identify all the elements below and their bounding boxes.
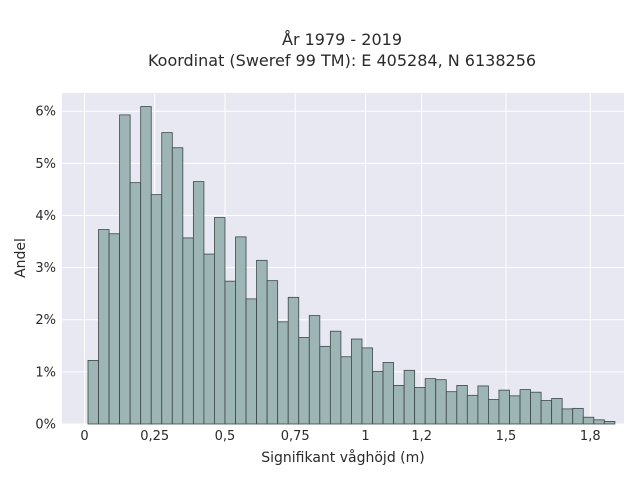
y-tick-label: 0% <box>35 418 56 433</box>
x-axis-label: Signifikant våghöjd (m) <box>261 449 424 466</box>
histogram-bar <box>214 217 226 425</box>
histogram-bar <box>572 407 584 425</box>
histogram-bar <box>519 389 531 425</box>
x-axis-ticks: 0 0,25 0,5 0,75 1 1,2 1,5 1,8 <box>80 429 600 444</box>
x-tick-label: 1,8 <box>580 429 601 444</box>
histogram-bar <box>329 330 342 425</box>
histogram-bar <box>351 338 363 425</box>
y-tick-label: 3% <box>35 261 56 276</box>
histogram-bar <box>582 416 595 425</box>
x-tick-label: 1 <box>361 429 369 444</box>
histogram-bar <box>140 106 152 425</box>
y-axis-label: Andel <box>13 238 29 278</box>
histogram-bar <box>245 298 257 425</box>
histogram-bar <box>603 420 616 425</box>
histogram-bar <box>509 395 521 425</box>
y-tick-label: 5% <box>35 157 56 172</box>
histogram-bar <box>298 337 310 425</box>
histogram-bar <box>340 356 352 425</box>
chart-title-line1: År 1979 - 2019 <box>282 30 402 49</box>
histogram-bar <box>361 347 373 425</box>
histogram-bar <box>150 194 163 425</box>
histogram-bar <box>129 182 142 425</box>
histogram-bar <box>551 398 563 425</box>
histogram-bar <box>87 360 99 425</box>
histogram-bar <box>530 391 542 425</box>
histogram-bar <box>466 394 479 425</box>
histogram-bar <box>445 391 458 425</box>
y-tick-label: 1% <box>35 365 56 380</box>
histogram-bar <box>256 259 268 425</box>
histogram-bar <box>393 385 405 425</box>
x-tick-label: 0,75 <box>281 429 310 444</box>
histogram-bar <box>192 181 205 425</box>
histogram-bar <box>540 400 553 425</box>
histogram-bar <box>235 236 247 425</box>
histogram-bar <box>119 114 131 425</box>
histogram-bar <box>414 387 426 425</box>
histogram-bar <box>171 147 184 425</box>
x-tick-label: 0,25 <box>140 429 169 444</box>
histogram-bar <box>456 385 468 425</box>
histogram-bar <box>319 345 331 425</box>
chart-title-line2: Koordinat (Sweref 99 TM): E 405284, N 61… <box>148 51 536 70</box>
y-axis-ticks: 0% 1% 2% 3% 4% 5% 6% <box>35 105 56 433</box>
histogram-bar <box>372 370 384 425</box>
histogram-bar <box>266 280 279 425</box>
histogram-bar <box>477 385 489 425</box>
y-tick-label: 6% <box>35 105 56 120</box>
histogram-bar <box>108 233 121 425</box>
histogram-bar <box>561 408 574 425</box>
histogram-bar <box>161 132 173 425</box>
histogram-bar <box>488 399 500 425</box>
histogram-bar <box>203 253 215 425</box>
histogram-bar <box>593 419 605 425</box>
x-tick-label: 1,5 <box>496 429 517 444</box>
histogram-bar <box>382 362 394 425</box>
histogram-bars <box>87 106 616 425</box>
histogram-bar <box>182 237 194 425</box>
histogram-bar <box>424 378 437 425</box>
x-tick-label: 0 <box>80 429 88 444</box>
histogram-bar <box>277 321 289 425</box>
y-tick-label: 4% <box>35 209 56 224</box>
histogram-bar <box>435 379 447 425</box>
histogram-bar <box>403 369 416 425</box>
histogram-bar <box>308 315 321 425</box>
x-tick-label: 1,2 <box>411 429 432 444</box>
histogram-bar <box>498 389 510 425</box>
histogram-bar <box>224 280 236 425</box>
x-tick-label: 0,5 <box>215 429 236 444</box>
histogram-bar <box>98 229 110 425</box>
histogram-bar <box>287 296 300 425</box>
y-tick-label: 2% <box>35 313 56 328</box>
